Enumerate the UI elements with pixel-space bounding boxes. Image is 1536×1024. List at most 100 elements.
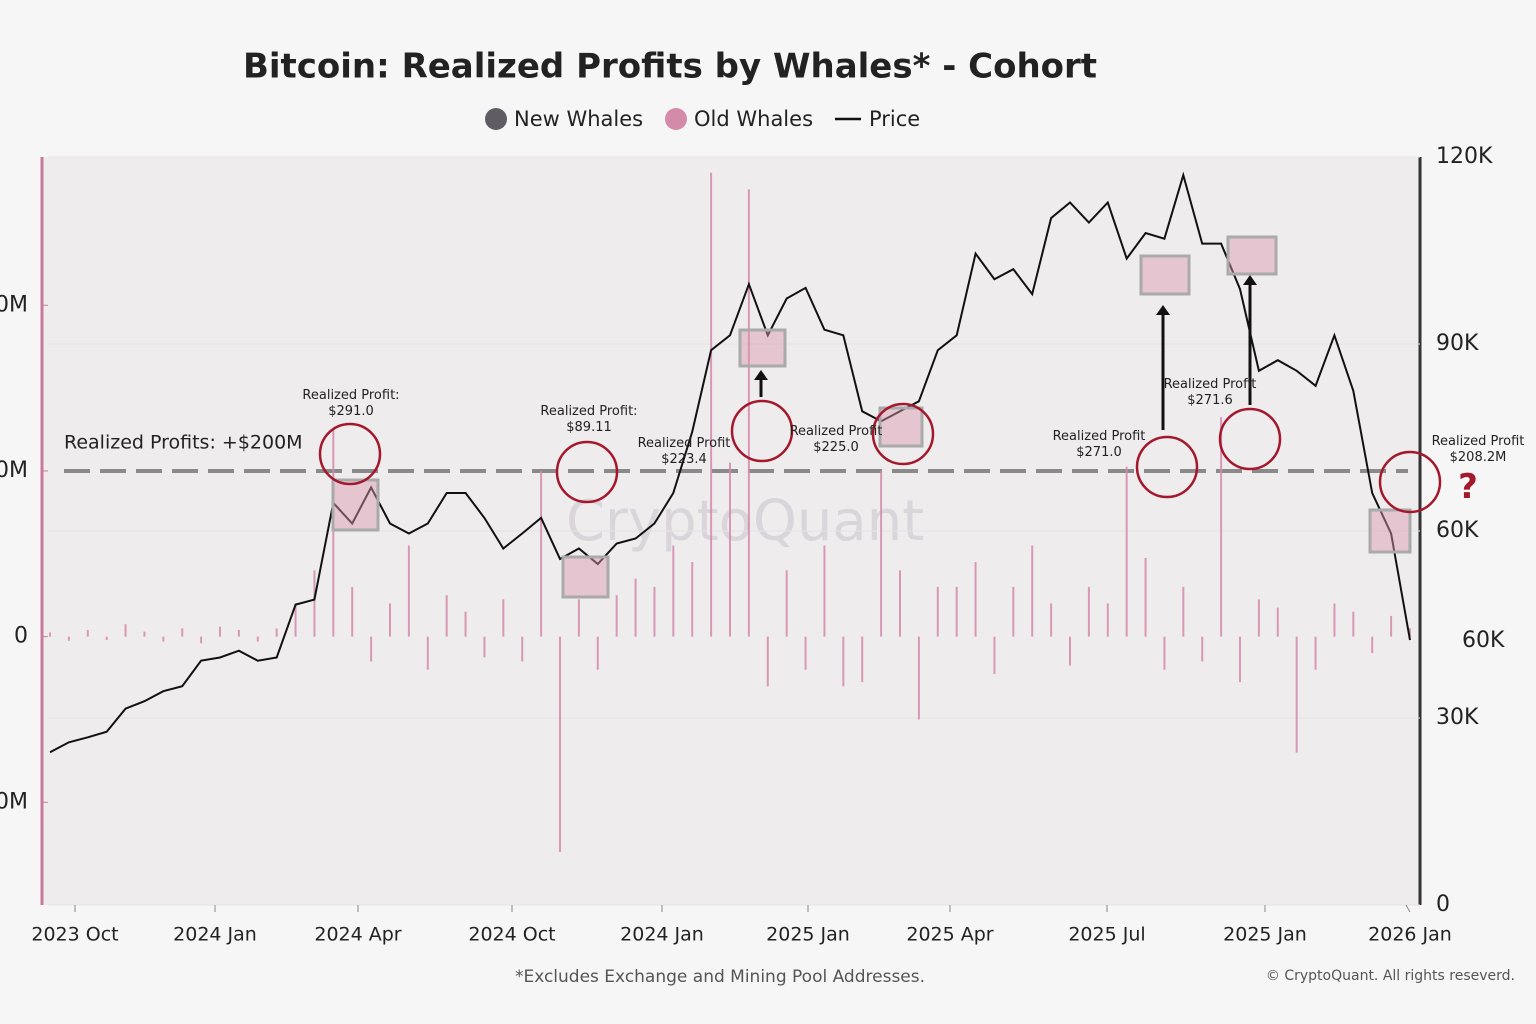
bar (1295, 636, 1298, 753)
highlight-box (561, 555, 610, 599)
x-tick-label: 2023 Oct (31, 924, 118, 946)
bar (559, 636, 561, 852)
bar (880, 470, 883, 637)
annotation: Realized Profit $271.6 (1164, 377, 1257, 408)
bar (596, 636, 599, 670)
arrow-head (1243, 275, 1257, 285)
arrow-head (1156, 305, 1170, 315)
bar (1012, 586, 1015, 637)
bar (1276, 607, 1279, 637)
y-tick-label: 0 (14, 624, 28, 649)
bar (407, 545, 410, 637)
annotation-line: 60K (1462, 628, 1505, 653)
bar (86, 629, 89, 637)
bar (502, 599, 505, 637)
highlight-circle (1378, 450, 1442, 514)
x-tick-label: 2024 Jan (173, 924, 257, 946)
bar (1239, 636, 1241, 683)
annotation-line: Realized Profit (638, 436, 731, 451)
bar (426, 636, 429, 670)
price-line (49, 171, 1411, 754)
legend-label: Old Whales (694, 107, 813, 131)
bar (67, 636, 70, 641)
bar (1409, 628, 1411, 637)
bar (1125, 466, 1128, 637)
arrow-head (754, 370, 768, 380)
highlight-circle (730, 399, 794, 463)
bar (483, 636, 486, 658)
annotation: Realized Profit $225.0 (790, 424, 883, 455)
y-tick-label: 0M (0, 458, 28, 483)
x-tick-label: 2024 Oct (468, 924, 555, 946)
annotation-line: $271.6 (1187, 393, 1233, 408)
bar (955, 586, 958, 637)
bar (785, 570, 788, 637)
bar (1163, 636, 1166, 670)
bar (1087, 586, 1090, 637)
highlight-box (1226, 235, 1278, 276)
legend-swatch (665, 108, 687, 130)
annotation: 60K (1462, 628, 1505, 653)
highlight-box (331, 478, 380, 532)
legend-label: Price (869, 107, 920, 131)
bar (729, 462, 731, 637)
bar (1314, 636, 1317, 670)
threshold-label: Realized Profits: +$200M (64, 431, 303, 453)
legend-label: New Whales (514, 107, 643, 131)
bar (577, 599, 580, 637)
highlight-circle (871, 402, 935, 466)
bar (105, 636, 108, 640)
bar (1371, 636, 1374, 654)
annotation-line: $291.0 (328, 404, 374, 419)
annotation-line: Realized Profit (1432, 434, 1525, 449)
bar (861, 636, 864, 683)
y2-tick-label: 60K (1436, 518, 1479, 543)
annotation-line: $271.0 (1076, 445, 1122, 460)
bar (710, 172, 713, 637)
bar (256, 636, 259, 642)
annotation: Realized Profit $223.4 (638, 436, 731, 467)
annotation-line: Realized Profit: (302, 388, 399, 403)
y-tick-label: 0M (0, 292, 28, 317)
bar (653, 586, 656, 637)
x-tick-label: 2026 Jan (1368, 924, 1452, 946)
annotation-line: $223.4 (661, 452, 707, 467)
bar (1144, 557, 1147, 637)
x-tick (1405, 904, 1411, 913)
bar (823, 545, 826, 637)
bar (219, 626, 221, 637)
bar (275, 628, 278, 637)
bar (672, 545, 675, 637)
bar (804, 636, 807, 670)
annotation-line: $208.2M (1450, 450, 1507, 465)
highlight-circle (318, 422, 382, 486)
bar (615, 595, 618, 637)
bar (237, 629, 240, 637)
bar (1182, 586, 1185, 637)
bar (1031, 545, 1034, 637)
bar (464, 611, 467, 637)
bar (634, 578, 637, 637)
highlight-box (878, 406, 924, 448)
chart-title: Bitcoin: Realized Profits by Whales* - C… (243, 47, 1097, 87)
x-tick-label: 2024 Apr (314, 924, 401, 946)
bar (1106, 603, 1109, 637)
bar (1069, 636, 1071, 666)
y2-tick-label: 120K (1436, 144, 1493, 169)
bar (49, 632, 51, 637)
bar (1352, 611, 1355, 637)
annotation-line: ? (1458, 467, 1478, 507)
y2-tick-label: 30K (1436, 705, 1479, 730)
annotation-line: Realized Profit (1053, 429, 1146, 444)
annotation: Realized Profit $271.0 (1053, 429, 1146, 460)
footnote: *Excludes Exchange and Mining Pool Addre… (515, 967, 925, 987)
highlight-box (738, 328, 787, 368)
bar (993, 636, 996, 674)
bar (747, 189, 750, 637)
annotation: Realized Profit $208.2M (1432, 434, 1525, 465)
annotation-line: Realized Profit (790, 424, 883, 439)
annotation-line: $89.11 (566, 420, 612, 435)
bar (162, 636, 165, 642)
